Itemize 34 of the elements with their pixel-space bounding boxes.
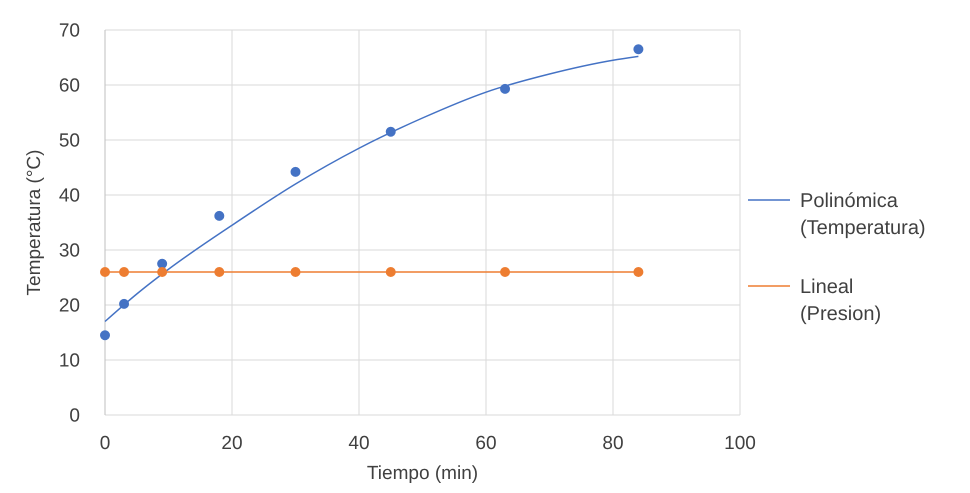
point bbox=[100, 267, 110, 277]
y-tick-label: 10 bbox=[58, 350, 80, 372]
point bbox=[500, 84, 510, 94]
x-tick-label: 20 bbox=[221, 433, 243, 454]
point bbox=[290, 166, 300, 177]
point bbox=[157, 267, 168, 277]
y-tick-label: 0 bbox=[69, 406, 80, 427]
legend-label: Polinómica (Temperatura) bbox=[800, 190, 926, 239]
point bbox=[119, 298, 130, 309]
x-axis-title: Tiempo (min) bbox=[366, 463, 478, 484]
point bbox=[119, 267, 130, 277]
point bbox=[157, 258, 168, 269]
x-tick-label: 0 bbox=[100, 433, 110, 454]
y-tick-label: 40 bbox=[58, 186, 80, 207]
x-tick-label: 40 bbox=[348, 433, 370, 454]
point bbox=[633, 267, 644, 277]
point bbox=[500, 267, 510, 277]
y-axis-title: Temperatura (°C) bbox=[24, 150, 45, 296]
point bbox=[214, 210, 224, 221]
point bbox=[100, 330, 110, 340]
y-tick-label: 70 bbox=[58, 20, 80, 42]
y-tick-label: 60 bbox=[58, 76, 80, 97]
y-tick-label: 20 bbox=[58, 296, 80, 317]
x-tick-label: 100 bbox=[724, 433, 756, 454]
x-tick-label: 60 bbox=[475, 433, 497, 454]
point bbox=[633, 44, 644, 54]
y-tick-label: 50 bbox=[58, 130, 80, 152]
legend-label: Lineal (Presion) bbox=[800, 276, 882, 325]
y-tick-label: 30 bbox=[58, 240, 80, 262]
point bbox=[290, 267, 300, 277]
point bbox=[386, 126, 396, 137]
point bbox=[386, 267, 396, 277]
x-tick-label: 80 bbox=[602, 433, 624, 454]
point bbox=[214, 267, 224, 277]
